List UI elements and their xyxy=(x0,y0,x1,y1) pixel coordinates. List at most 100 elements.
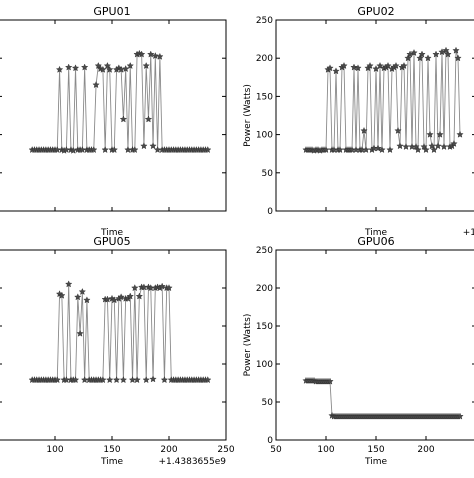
y-tick-label: 250 xyxy=(256,246,273,256)
x-offset-label: +1 xyxy=(463,228,474,238)
data-point-star xyxy=(53,376,61,384)
x-tick-label: 150 xyxy=(103,445,120,455)
data-point-star xyxy=(126,62,134,69)
data-point-star xyxy=(386,146,394,153)
data-point-star xyxy=(450,139,458,147)
data-point-star xyxy=(424,54,432,62)
data-point-star xyxy=(332,67,340,75)
data-point-star xyxy=(204,376,212,384)
data-point-star xyxy=(414,146,422,153)
data-point-star xyxy=(103,62,112,69)
x-offset-label: +1.4383655e9 xyxy=(159,457,227,467)
x-axis-label: Time xyxy=(364,228,387,238)
data-point-star xyxy=(378,146,386,153)
data-point-star xyxy=(83,296,91,304)
subplot-gpu05: GPU05 100 150 200 250 Time +1.4383655e9 xyxy=(0,235,235,467)
data-point-star xyxy=(106,65,114,73)
data-point-star xyxy=(131,284,139,292)
data-point-star xyxy=(142,62,150,69)
data-point-star xyxy=(456,130,464,138)
axes-frame xyxy=(0,19,227,212)
data-point-star xyxy=(110,146,118,153)
y-tick-label: 50 xyxy=(262,169,274,179)
x-axis-label: Time xyxy=(100,457,123,467)
data-point-star xyxy=(436,130,444,138)
subplot-title: GPU01 xyxy=(93,5,130,18)
data-point-star xyxy=(138,50,146,58)
x-tick-label: 150 xyxy=(367,445,384,455)
x-tick-label: 200 xyxy=(160,445,177,455)
data-point-star xyxy=(160,376,169,384)
series-line xyxy=(306,50,461,152)
data-point-star xyxy=(396,142,404,150)
x-tick-label: 250 xyxy=(217,445,234,455)
data-point-star xyxy=(384,62,392,69)
data-point-star xyxy=(112,376,121,384)
data-point-star xyxy=(392,62,400,69)
data-point-star xyxy=(149,142,157,150)
data-point-star xyxy=(110,296,118,304)
data-point-star xyxy=(404,54,412,62)
data-point-star xyxy=(416,54,424,62)
data-point-star xyxy=(452,46,460,54)
data-point-star xyxy=(326,64,334,72)
subplot-title: GPU06 xyxy=(357,235,394,248)
data-point-star xyxy=(106,376,114,384)
data-point-star xyxy=(90,146,98,153)
data-point-star xyxy=(119,115,128,123)
data-point-star xyxy=(158,282,166,290)
data-point-star xyxy=(99,376,107,384)
data-point-star xyxy=(402,142,410,150)
y-axis-label: Power (Watts) xyxy=(243,314,253,377)
data-point-star xyxy=(204,146,212,153)
data-point-star xyxy=(362,146,370,153)
data-point-star xyxy=(340,62,348,69)
data-point-star xyxy=(336,146,344,153)
y-tick-label: 0 xyxy=(267,436,273,446)
data-point-star xyxy=(92,81,100,89)
data-point-star xyxy=(133,376,141,384)
data-point-star xyxy=(126,292,134,300)
data-point-star xyxy=(322,146,330,153)
data-point-star xyxy=(131,146,139,153)
y-tick-label: 0 xyxy=(267,207,273,217)
subplot-title: GPU02 xyxy=(357,5,394,18)
data-point-star xyxy=(440,142,448,150)
y-axis-label: Power (Watts) xyxy=(243,84,253,147)
data-point-star xyxy=(71,64,80,72)
data-point-star xyxy=(151,52,159,60)
data-point-star xyxy=(81,63,89,71)
y-tick-label: 250 xyxy=(256,16,273,26)
data-point-star xyxy=(99,65,107,73)
x-tick-label: 100 xyxy=(46,445,63,455)
data-point-star xyxy=(78,287,86,295)
data-point-star xyxy=(101,146,109,153)
x-axis-label: Time xyxy=(364,457,387,467)
subplot-gpu02: GPU02 0 50 100 150 200 250 Time Power (Watts) +1 xyxy=(243,5,474,238)
y-tick-label: 150 xyxy=(256,322,273,332)
data-point-star xyxy=(71,376,80,384)
data-point-star xyxy=(65,280,73,288)
data-point-star xyxy=(410,49,418,56)
axes-frame xyxy=(0,249,227,441)
data-point-star xyxy=(76,329,84,337)
data-point-star xyxy=(142,376,150,384)
data-point-star xyxy=(135,292,143,300)
data-point-star xyxy=(456,412,464,420)
series-line xyxy=(306,380,460,417)
data-point-star xyxy=(400,62,408,69)
data-point-star xyxy=(58,291,66,299)
data-point-star xyxy=(434,142,442,150)
y-tick-label: 100 xyxy=(256,360,273,370)
data-point-star xyxy=(156,52,164,60)
data-point-star xyxy=(418,50,426,58)
x-tick-label: 100 xyxy=(317,445,334,455)
x-tick-label: 200 xyxy=(417,445,434,455)
data-point-star xyxy=(74,293,82,301)
y-tick-label: 200 xyxy=(256,54,273,64)
data-point-star xyxy=(65,63,73,71)
axes-frame xyxy=(275,249,474,441)
